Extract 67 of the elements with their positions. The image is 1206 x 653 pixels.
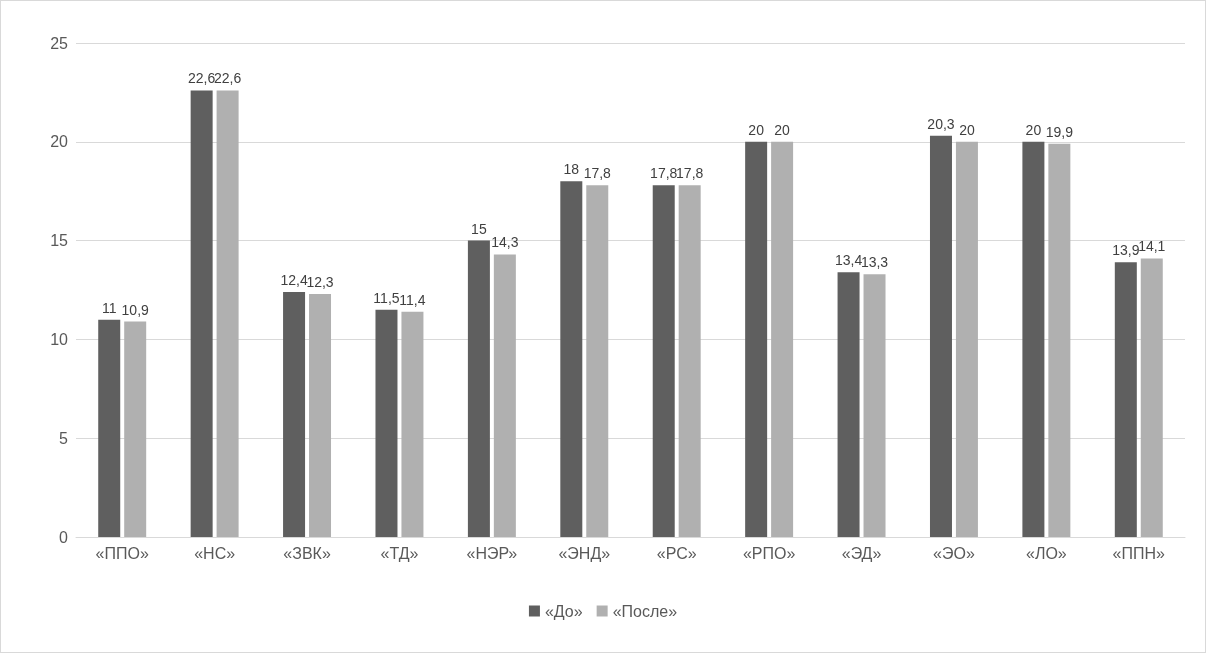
bar — [929, 135, 952, 537]
bar — [1022, 141, 1045, 537]
x-tick-label: «ЭНД» — [558, 544, 611, 562]
bar — [678, 185, 701, 537]
y-tick-label: 20 — [50, 133, 69, 151]
bar — [586, 185, 609, 537]
data-label: 11,4 — [399, 291, 426, 308]
bar — [771, 141, 794, 537]
y-tick-label: 10 — [50, 330, 69, 348]
data-label: 10,9 — [121, 301, 150, 318]
bar — [1114, 262, 1137, 537]
x-tick-label: «ППО» — [95, 544, 149, 562]
data-label: 14,1 — [1138, 238, 1166, 255]
data-label: 18 — [563, 161, 580, 178]
data-label: 20 — [1025, 121, 1042, 138]
data-label: 20 — [959, 121, 975, 138]
y-tick-label: 25 — [50, 34, 69, 52]
bar — [955, 141, 978, 537]
bar — [216, 90, 239, 537]
bar — [863, 274, 886, 537]
legend-label: «До» — [544, 602, 583, 620]
bar — [745, 141, 768, 537]
x-tick-label: «ЭД» — [841, 544, 882, 562]
bar — [560, 181, 583, 537]
bar — [190, 90, 213, 537]
bar — [493, 254, 516, 537]
data-label: 17,8 — [650, 165, 678, 182]
bar — [467, 240, 490, 537]
x-tick-label: «ЗВК» — [283, 544, 331, 562]
bar — [309, 293, 332, 537]
x-tick-label: «РПО» — [742, 544, 796, 562]
data-label: 13,9 — [1112, 242, 1140, 259]
data-label: 17,8 — [676, 165, 704, 182]
x-tick-label: «РС» — [656, 544, 697, 562]
x-tick-label: «ППН» — [1112, 544, 1166, 562]
bar — [375, 309, 398, 537]
bar — [1140, 258, 1163, 537]
bar — [283, 291, 306, 537]
data-label: 11,5 — [373, 289, 400, 306]
bar — [1048, 143, 1071, 537]
bar — [652, 185, 675, 537]
data-label: 17,8 — [583, 165, 612, 182]
y-tick-label: 0 — [59, 528, 69, 546]
x-tick-label: «ЛО» — [1026, 544, 1067, 562]
data-label: 22,6 — [188, 70, 216, 87]
data-label: 11 — [101, 299, 117, 316]
data-label: 12,4 — [280, 271, 308, 288]
data-label: 19,9 — [1045, 123, 1074, 140]
x-tick-label: «ЭО» — [933, 544, 975, 562]
y-tick-label: 5 — [59, 429, 69, 447]
bar — [98, 319, 121, 537]
data-label: 22,6 — [213, 70, 242, 87]
bar — [401, 311, 424, 537]
y-tick-label: 15 — [50, 232, 69, 250]
bar — [124, 321, 147, 537]
data-label: 15 — [471, 220, 487, 237]
data-label: 20 — [748, 121, 765, 138]
legend-label: «После» — [612, 602, 678, 620]
x-tick-label: «НЭР» — [466, 544, 518, 562]
bar — [837, 272, 860, 537]
x-tick-label: «ТД» — [380, 544, 419, 562]
data-label: 20 — [774, 121, 791, 138]
data-label: 20,3 — [927, 115, 955, 132]
data-label: 14,3 — [491, 234, 519, 251]
x-tick-label: «НС» — [194, 544, 236, 562]
data-label: 13,4 — [834, 252, 863, 269]
data-label: 12,3 — [306, 273, 334, 290]
